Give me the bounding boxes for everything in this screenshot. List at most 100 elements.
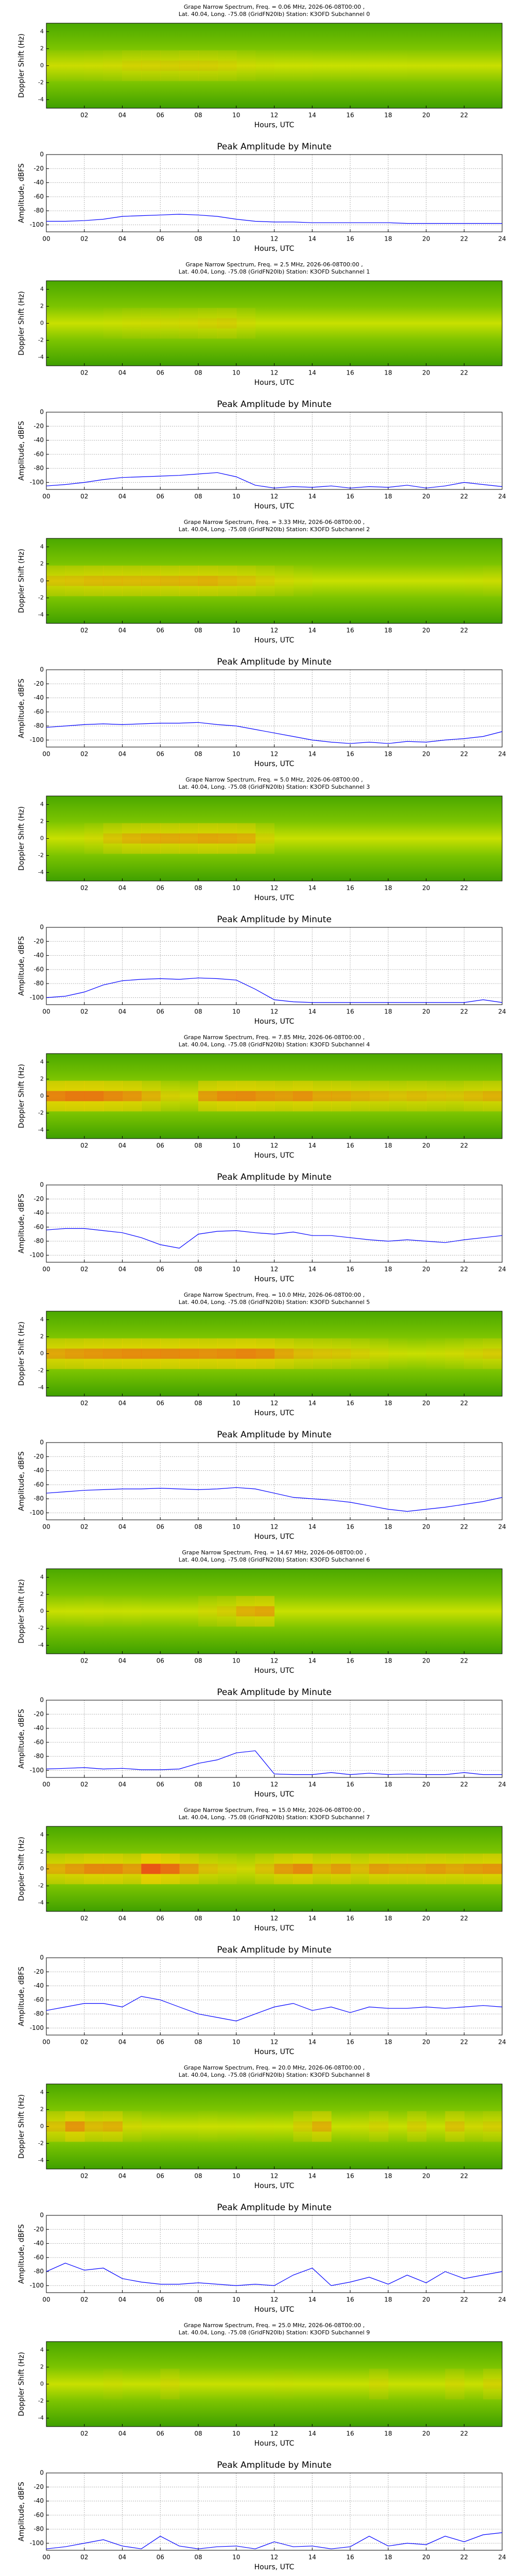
spectrogram-glow bbox=[369, 2368, 389, 2400]
spectrogram-trace bbox=[217, 833, 237, 844]
x-tick-label: 08 bbox=[194, 2554, 202, 2561]
spectrogram-glow bbox=[236, 308, 256, 339]
y-tick-label: -20 bbox=[33, 1710, 44, 1718]
x-tick-label: 08 bbox=[194, 369, 202, 377]
spectrogram-trace bbox=[388, 1863, 408, 1874]
plot-frame bbox=[46, 1700, 503, 1778]
x-axis-label: Hours, UTC bbox=[254, 245, 295, 253]
spectrogram-trace bbox=[331, 1091, 351, 1101]
spectrogram-trace bbox=[255, 1348, 274, 1359]
x-tick-label: 22 bbox=[460, 2554, 468, 2561]
x-tick-label: 18 bbox=[384, 2430, 392, 2437]
chart-title: Peak Amplitude by Minute bbox=[217, 914, 332, 925]
chart-title: Grape Narrow Spectrum, Freq. = 3.33 MHz,… bbox=[184, 519, 365, 526]
spectrogram-glow bbox=[255, 1080, 274, 1112]
spectrogram-glow bbox=[464, 1080, 484, 1112]
spectrogram-trace bbox=[103, 833, 123, 844]
spectrogram-glow bbox=[274, 565, 294, 597]
x-tick-label: 06 bbox=[157, 885, 164, 892]
spectrogram-trace bbox=[407, 2121, 426, 2132]
y-tick-label: -4 bbox=[38, 869, 44, 876]
spectrogram-trace bbox=[464, 1863, 484, 1874]
x-tick-label: 06 bbox=[157, 1657, 164, 1665]
x-tick-label: 08 bbox=[194, 1915, 202, 1922]
spectrogram-trace bbox=[103, 2121, 123, 2132]
x-tick-label: 10 bbox=[232, 112, 240, 119]
chart-subtitle: Lat. 40.04, Long. -75.08 (GridFN20lb) St… bbox=[179, 1556, 370, 1563]
spectrogram-trace bbox=[369, 2379, 388, 2389]
chart-title: Peak Amplitude by Minute bbox=[217, 399, 332, 410]
x-tick-label: 10 bbox=[232, 2039, 240, 2046]
y-tick-label: -60 bbox=[33, 2511, 44, 2518]
spectrogram-glow bbox=[350, 1853, 370, 1885]
amplitude-line bbox=[46, 1228, 503, 1249]
amplitude-line bbox=[46, 722, 503, 744]
x-tick-label: 10 bbox=[232, 369, 240, 377]
spectrogram-glow bbox=[312, 2111, 332, 2142]
y-tick-label: -80 bbox=[33, 2268, 44, 2275]
spectrogram-trace bbox=[426, 1349, 445, 1359]
spectrogram-trace bbox=[236, 575, 256, 586]
y-axis-label: Doppler Shift (Hz) bbox=[18, 2352, 26, 2416]
x-tick-label: 06 bbox=[157, 112, 164, 119]
spectrogram-glow bbox=[426, 1080, 445, 1112]
x-tick-label: 16 bbox=[346, 1266, 354, 1273]
x-tick-label: 00 bbox=[42, 1266, 50, 1273]
x-tick-label: 12 bbox=[270, 751, 278, 758]
x-tick-label: 22 bbox=[460, 751, 468, 758]
x-tick-label: 22 bbox=[460, 627, 468, 634]
y-tick-label: -2 bbox=[38, 1883, 44, 1889]
x-tick-label: 12 bbox=[270, 1657, 278, 1665]
y-tick-label: -2 bbox=[38, 595, 44, 601]
chart-title: Peak Amplitude by Minute bbox=[217, 2202, 332, 2213]
x-tick-label: 12 bbox=[270, 885, 278, 892]
chart-title: Grape Narrow Spectrum, Freq. = 0.06 MHz,… bbox=[184, 4, 365, 10]
spectrogram-trace bbox=[350, 1091, 370, 1101]
x-tick-label: 22 bbox=[460, 1781, 468, 1788]
spectrogram-trace bbox=[160, 318, 179, 329]
x-tick-label: 12 bbox=[270, 1266, 278, 1273]
y-tick-label: 4 bbox=[40, 1059, 44, 1065]
y-tick-label: 0 bbox=[40, 2123, 44, 2130]
x-tick-label: 18 bbox=[384, 1523, 392, 1531]
x-tick-label: 16 bbox=[346, 2296, 354, 2303]
x-tick-label: 24 bbox=[498, 235, 506, 243]
spectrogram-background bbox=[46, 1569, 502, 1654]
spectrogram-trace bbox=[65, 1348, 85, 1359]
x-tick-label: 04 bbox=[118, 2554, 126, 2561]
chart-title: Peak Amplitude by Minute bbox=[217, 1945, 332, 1955]
x-axis-label: Hours, UTC bbox=[254, 1409, 295, 1417]
y-axis-label: Amplitude, dBFS bbox=[18, 936, 26, 996]
spectrogram-trace bbox=[312, 1863, 332, 1874]
y-tick-label: 0 bbox=[40, 151, 44, 158]
x-tick-label: 04 bbox=[118, 369, 126, 377]
x-tick-label: 12 bbox=[270, 369, 278, 377]
spectrogram-trace bbox=[483, 576, 502, 586]
y-axis-label: Amplitude, dBFS bbox=[18, 1967, 26, 2026]
spectrogram-glow bbox=[255, 1853, 274, 1885]
y-tick-label: -4 bbox=[38, 612, 44, 618]
y-tick-label: -100 bbox=[30, 1251, 44, 1259]
y-tick-label: 2 bbox=[40, 1591, 44, 1598]
spectrogram-trace bbox=[122, 575, 142, 586]
spectrogram-trace bbox=[350, 1348, 370, 1359]
y-tick-label: -80 bbox=[33, 207, 44, 214]
x-tick-label: 20 bbox=[422, 2173, 430, 2180]
spectrogram-glow bbox=[141, 1080, 161, 1112]
y-tick-label: -40 bbox=[33, 1982, 44, 1989]
chart-title: Peak Amplitude by Minute bbox=[217, 142, 332, 152]
y-tick-label: 4 bbox=[40, 544, 44, 550]
spectrogram-trace bbox=[217, 60, 237, 71]
spectrogram-glow bbox=[483, 565, 503, 597]
spectrogram-trace bbox=[46, 1091, 66, 1101]
x-tick-label: 16 bbox=[346, 751, 354, 758]
y-tick-label: 0 bbox=[40, 924, 44, 931]
y-axis-label: Doppler Shift (Hz) bbox=[18, 549, 26, 613]
spectrogram-glow bbox=[160, 565, 180, 597]
spectrogram-glow bbox=[464, 2111, 484, 2142]
y-axis-label: Amplitude, dBFS bbox=[18, 163, 26, 223]
spectrogram-trace bbox=[426, 1091, 445, 1101]
spectrogram-trace bbox=[141, 2122, 160, 2132]
spectrogram-glow bbox=[160, 50, 180, 81]
spectrogram-glow bbox=[179, 308, 199, 339]
